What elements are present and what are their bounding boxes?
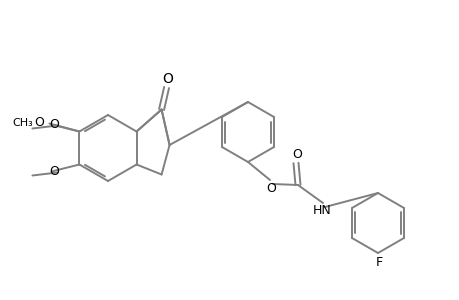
Text: CH₃: CH₃: [13, 118, 34, 128]
Text: O: O: [50, 118, 59, 131]
Text: O: O: [265, 182, 275, 194]
Text: O: O: [50, 165, 59, 178]
Text: F: F: [375, 256, 382, 268]
Text: HN: HN: [312, 205, 330, 218]
Text: O: O: [291, 148, 301, 160]
Text: O: O: [162, 71, 173, 85]
Text: O: O: [34, 116, 45, 129]
